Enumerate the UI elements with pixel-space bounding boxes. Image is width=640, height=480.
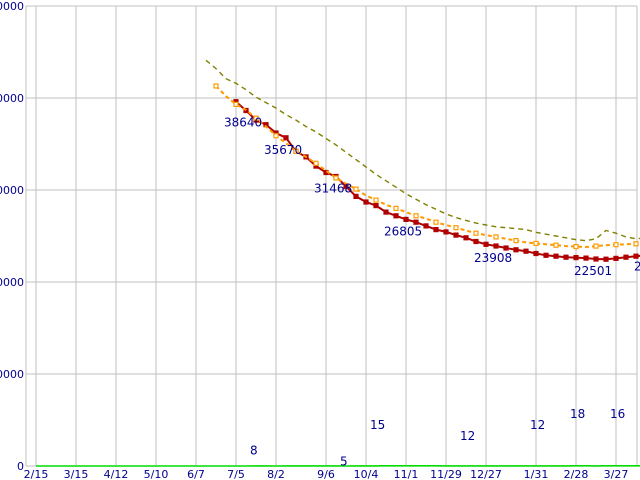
series-marker-primary-dark-red <box>403 216 409 222</box>
data-label-primary: 35670 <box>264 143 302 157</box>
series-marker-secondary-orange <box>453 225 459 231</box>
series-marker-primary-dark-red <box>363 199 369 205</box>
series-marker-secondary-orange <box>493 234 499 240</box>
series-marker-primary-dark-red <box>483 241 489 247</box>
series-marker-primary-dark-red <box>373 203 379 209</box>
y-axis-tick-label: 50000 <box>0 0 24 13</box>
data-label-green: 12 <box>530 418 545 432</box>
data-label-primary: 26805 <box>384 224 422 238</box>
series-marker-primary-dark-red <box>543 252 549 258</box>
data-point-labels: 3864035670314682680523908225012299521180… <box>224 116 640 469</box>
x-axis-tick-labels: 2/15 3/15 4/12 5/10 6/7 7/5 8/2 9/6 10/4 11/1 11/2… <box>24 468 629 480</box>
series-marker-secondary-orange <box>413 213 419 219</box>
series-marker-secondary-orange <box>253 115 259 121</box>
x-axis-tick-label: 6/7 <box>187 468 205 480</box>
series-marker-secondary-orange <box>233 101 239 108</box>
series-marker-primary-dark-red <box>393 213 399 219</box>
series-marker-secondary-orange <box>533 240 539 246</box>
series-marker-primary-dark-red <box>513 247 519 253</box>
series-marker-primary-dark-red <box>433 227 439 233</box>
series-marker-primary-dark-red <box>553 253 559 259</box>
data-label-primary: 31468 <box>314 181 352 195</box>
series-marker-secondary-orange <box>333 175 339 181</box>
series-marker-secondary-orange <box>213 83 219 89</box>
series-marker-primary-dark-red <box>533 250 539 257</box>
series-marker-secondary-orange <box>473 230 479 236</box>
data-label-green: 5 <box>340 455 348 469</box>
y-axis-tick-label: 20000 <box>0 276 24 289</box>
series-marker-primary-dark-red <box>503 245 509 251</box>
data-label-primary: 38640 <box>224 116 262 130</box>
series-line-tertiary-olive <box>205 59 640 242</box>
series-marker-secondary-orange <box>553 242 559 248</box>
series-marker-primary-dark-red <box>563 254 569 260</box>
series-marker-secondary-orange <box>353 186 359 192</box>
x-axis-tick-label: 11/29 <box>430 468 462 480</box>
x-axis-tick-label: 9/6 <box>317 468 335 480</box>
series-marker-primary-dark-red <box>463 235 469 241</box>
series-marker-primary-dark-red <box>283 135 289 141</box>
y-axis-tick-label: 40000 <box>0 92 24 105</box>
series-marker-primary-dark-red <box>453 232 459 238</box>
x-axis-tick-label: 11/1 <box>394 468 419 480</box>
series-marker-primary-dark-red <box>413 219 419 225</box>
series-marker-primary-dark-red <box>473 238 479 245</box>
series-marker-secondary-orange <box>613 242 619 248</box>
series-marker-primary-dark-red <box>423 223 429 229</box>
chart-frame <box>25 5 638 466</box>
x-axis-tick-label: 5/10 <box>144 468 169 480</box>
x-axis-tick-label: 7/5 <box>227 468 245 480</box>
series-marker-primary-dark-red <box>493 243 499 249</box>
series-marker-primary-dark-red <box>353 193 359 199</box>
x-axis-tick-label: 10/4 <box>354 468 379 480</box>
x-axis-tick-label: 3/15 <box>64 468 89 480</box>
series-marker-primary-dark-red <box>613 255 619 261</box>
y-axis-tick-label: 10000 <box>0 368 24 381</box>
data-label-green: 16 <box>610 407 625 421</box>
y-axis-tick-labels: 0 10000 20000 30000 40000 50000 <box>0 0 24 473</box>
data-label-green: 12 <box>460 429 475 443</box>
chart-series-layer <box>36 59 640 467</box>
x-axis-tick-label: 12/27 <box>470 468 502 480</box>
series-marker-secondary-orange <box>633 241 639 247</box>
series-marker-secondary-orange <box>313 160 319 166</box>
series-marker-primary-dark-red <box>443 229 449 235</box>
series-marker-primary-dark-red <box>583 255 589 261</box>
x-axis-tick-label: 8/2 <box>267 468 285 480</box>
series-marker-primary-dark-red <box>623 254 629 260</box>
series-marker-secondary-orange <box>593 243 599 249</box>
data-label-green: 18 <box>570 407 585 421</box>
series-marker-primary-dark-red <box>573 255 579 261</box>
y-axis-tick-label: 0 <box>17 460 24 473</box>
series-marker-secondary-orange <box>373 197 379 203</box>
data-label-green: 15 <box>370 418 385 432</box>
x-axis-tick-label: 1/31 <box>524 468 549 480</box>
series-marker-primary-dark-red <box>633 253 639 259</box>
series-marker-secondary-orange <box>393 205 399 211</box>
y-axis-tick-label: 30000 <box>0 184 24 197</box>
x-axis-tick-label: 2/28 <box>564 468 589 480</box>
series-marker-secondary-orange <box>513 238 519 244</box>
data-label-primary: 23908 <box>474 251 512 265</box>
x-axis-tick-label: 2/15 <box>24 468 49 480</box>
series-marker-secondary-orange <box>273 133 279 139</box>
data-label-primary: 22501 <box>574 264 612 278</box>
data-label-green: 8 <box>250 444 258 458</box>
series-marker-secondary-orange <box>293 148 299 154</box>
series-marker-secondary-orange <box>433 219 439 225</box>
series-marker-primary-dark-red <box>593 256 599 262</box>
series-marker-primary-dark-red <box>523 248 529 254</box>
series-marker-secondary-orange <box>573 244 579 250</box>
series-marker-primary-dark-red <box>603 256 609 262</box>
x-axis-tick-label: 3/27 <box>604 468 629 480</box>
series-marker-primary-dark-red <box>383 209 389 215</box>
data-label-primary: 22995 <box>634 259 640 273</box>
x-axis-tick-label: 4/12 <box>104 468 129 480</box>
